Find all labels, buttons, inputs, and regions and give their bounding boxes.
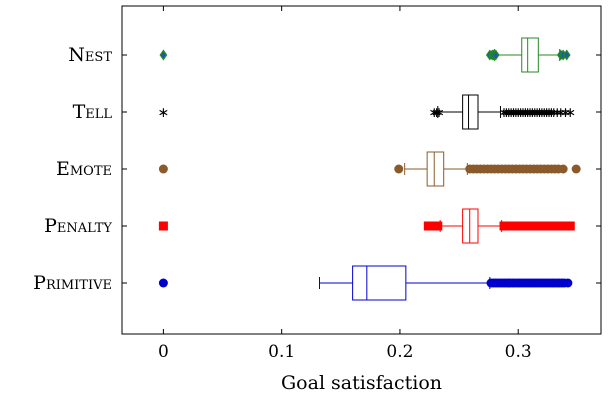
- outlier-point: [491, 49, 500, 61]
- category-label: Emote: [56, 158, 112, 180]
- outlier-point: ∗: [541, 105, 553, 121]
- outlier-point: [563, 278, 573, 288]
- outlier-point: ∗: [529, 105, 541, 121]
- x-tick-label: 0: [158, 342, 169, 362]
- outlier-point: ∗: [564, 105, 576, 121]
- outlier-point: ∗: [555, 105, 567, 121]
- outlier-point: [565, 221, 575, 231]
- series-marker: [158, 164, 168, 174]
- box: [521, 37, 539, 73]
- series-emote: [158, 151, 581, 187]
- outlier-point: ∗: [560, 105, 572, 121]
- series-marker: ∗: [158, 105, 170, 121]
- series-primitive: [158, 265, 573, 301]
- outlier-point: ∗: [548, 105, 560, 121]
- outlier-point: ∗: [534, 105, 546, 121]
- outlier-point: ∗: [519, 105, 531, 121]
- box: [352, 265, 407, 301]
- x-tick-label: 0.3: [505, 342, 532, 362]
- outlier-point: [562, 49, 571, 61]
- series-marker: [158, 221, 168, 231]
- x-axis: 0 0.1 0.2 0.3: [158, 6, 532, 362]
- outlier-point: ∗: [505, 105, 517, 121]
- outlier-point: ∗: [428, 105, 440, 121]
- series-marker: [158, 278, 168, 288]
- outlier-point: [571, 164, 581, 174]
- x-axis-label: Goal satisfaction: [281, 372, 442, 394]
- x-tick-label: 0.2: [386, 342, 413, 362]
- outlier-point: ∗: [433, 105, 445, 121]
- box: [426, 151, 445, 187]
- x-tick-label: 0.1: [268, 342, 295, 362]
- outlier-point: ∗: [536, 105, 548, 121]
- outlier-point: ∗: [538, 105, 550, 121]
- outlier-point: ∗: [515, 105, 527, 121]
- outlier-point: ∗: [543, 105, 555, 121]
- outlier-point: ∗: [517, 105, 529, 121]
- series-penalty: [158, 208, 575, 244]
- outlier-point: ∗: [522, 105, 534, 121]
- plot-content: ∗ ∗∗∗ ∗∗∗∗∗∗∗∗∗∗∗∗∗∗∗∗∗∗∗∗∗∗∗∗∗∗: [158, 37, 581, 301]
- outlier-point: ∗: [512, 105, 524, 121]
- outlier-point: ∗: [501, 105, 513, 121]
- y-axis: Nest Tell Emote Penalty Primitive: [33, 44, 601, 294]
- outlier-point: [558, 164, 568, 174]
- category-label: Primitive: [33, 272, 112, 294]
- outlier-point: [394, 164, 404, 174]
- box: [462, 94, 479, 130]
- outlier-point: ∗: [503, 105, 515, 121]
- category-label: Penalty: [44, 215, 112, 237]
- outlier-point: ∗: [524, 105, 536, 121]
- category-label: Tell: [73, 101, 113, 123]
- series-marker: [159, 49, 168, 61]
- box: [462, 208, 479, 244]
- outlier-point: [433, 221, 443, 231]
- outlier-point: ∗: [508, 105, 520, 121]
- series-tell: ∗ ∗∗∗ ∗∗∗∗∗∗∗∗∗∗∗∗∗∗∗∗∗∗∗∗∗∗∗∗∗∗: [158, 94, 576, 130]
- outlier-point: ∗: [551, 105, 563, 121]
- plot-frame: [121, 5, 602, 335]
- outlier-point: ∗: [531, 105, 543, 121]
- outlier-point: ∗: [510, 105, 522, 121]
- outlier-point: ∗: [431, 105, 443, 121]
- outlier-point: ∗: [498, 105, 510, 121]
- category-label: Nest: [68, 44, 112, 66]
- outlier-point: ∗: [545, 105, 557, 121]
- outlier-point: ∗: [527, 105, 539, 121]
- series-nest: [159, 37, 571, 73]
